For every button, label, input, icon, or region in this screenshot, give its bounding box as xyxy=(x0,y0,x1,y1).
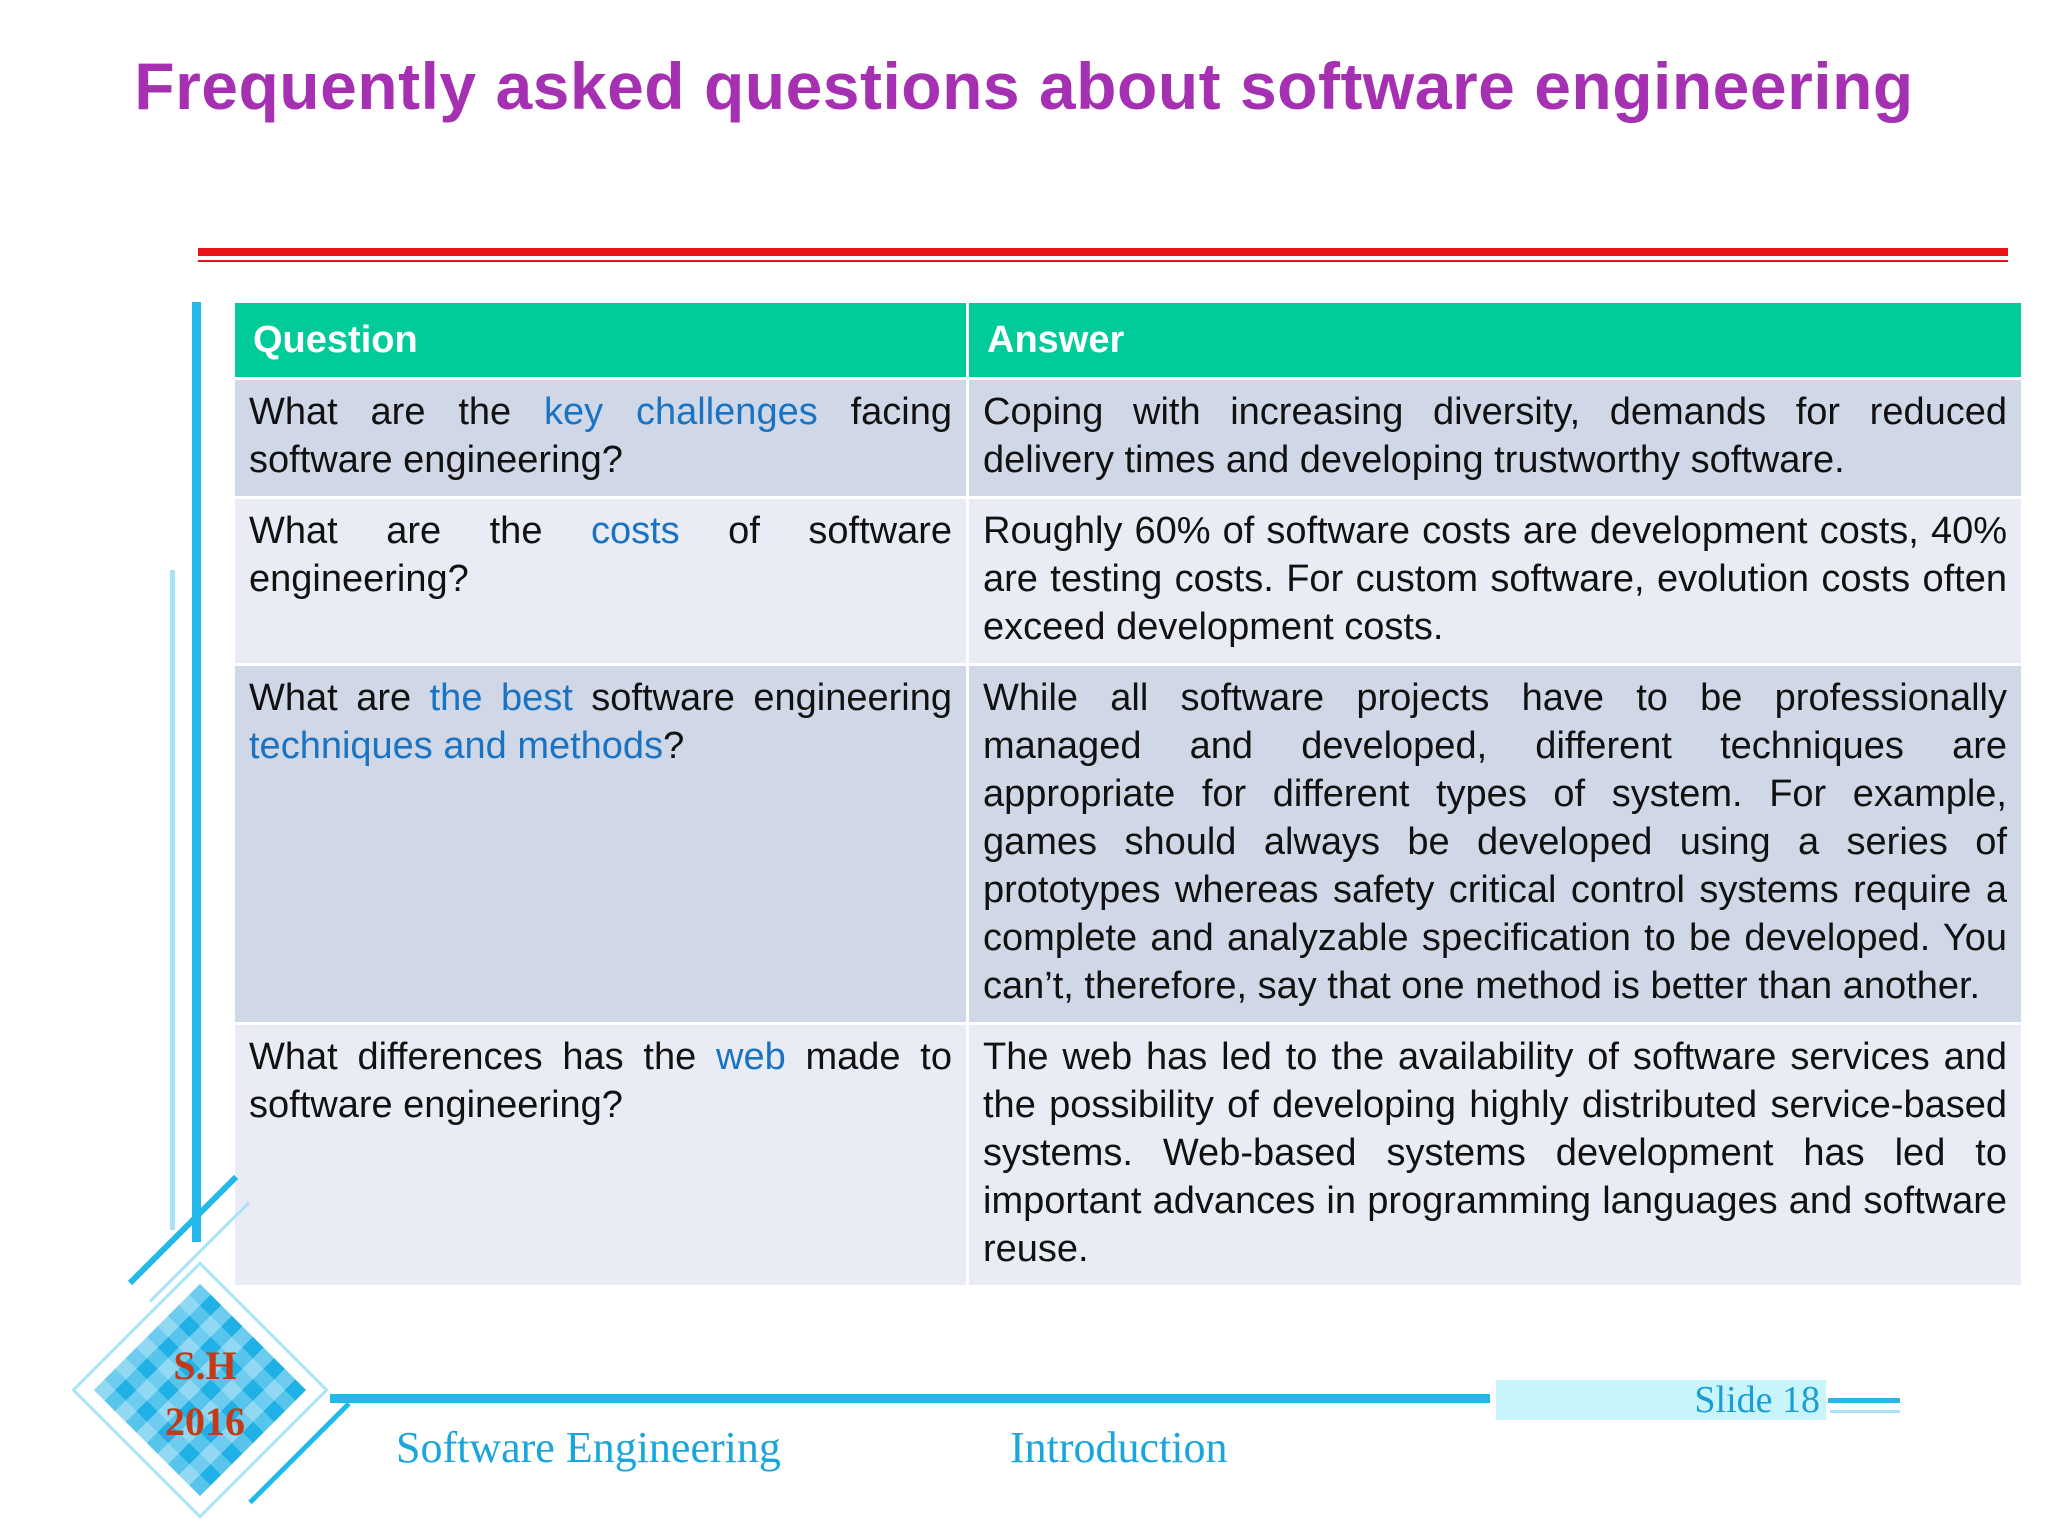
question-cell: What are the best software engineering t… xyxy=(232,663,969,1025)
author-badge: S.H 2016 xyxy=(100,1338,310,1450)
question-keyword: techniques and methods xyxy=(249,725,664,767)
footer-bar-tail xyxy=(1828,1398,1900,1403)
question-keyword: the best xyxy=(429,677,573,719)
answer-cell: Roughly 60% of software costs are develo… xyxy=(966,496,2024,666)
left-accent-line-light xyxy=(170,570,175,1230)
badge-initials: S.H xyxy=(173,1343,237,1388)
footer-bar xyxy=(330,1394,1490,1403)
table-row: What differences has the web made to sof… xyxy=(232,1022,2024,1288)
footer-topic: Introduction xyxy=(1010,1423,1228,1472)
table-row: What are the best software engineering t… xyxy=(232,663,2024,1025)
slide-title: Frequently asked questions about softwar… xyxy=(134,49,1914,123)
question-keyword: key challenges xyxy=(544,391,818,433)
footer-course: Software Engineering xyxy=(396,1423,781,1472)
question-cell: What differences has the web made to sof… xyxy=(232,1022,969,1288)
table-header-row: Question Answer xyxy=(232,300,2024,380)
slide-number-box xyxy=(1496,1380,1826,1420)
slide-number: Slide 18 xyxy=(1694,1379,1820,1421)
table-row: What are the costs of software engineeri… xyxy=(232,496,2024,666)
answer-cell: The web has led to the availability of s… xyxy=(966,1022,2024,1288)
answer-cell: While all software projects have to be p… xyxy=(966,663,2024,1025)
question-keyword: costs xyxy=(590,510,680,552)
question-cell: What are the costs of software engineeri… xyxy=(232,496,969,666)
answer-cell: Coping with increasing diversity, demand… xyxy=(966,377,2024,499)
question-cell: What are the key challenges facing softw… xyxy=(232,377,969,499)
title-rule xyxy=(198,248,2008,256)
question-keyword: web xyxy=(716,1036,786,1078)
footer-bar-tail-light xyxy=(1830,1410,1900,1413)
table-row: What are the key challenges facing softw… xyxy=(232,377,2024,499)
faq-table: Question Answer What are the key challen… xyxy=(232,300,2024,1288)
header-answer: Answer xyxy=(966,300,2024,380)
left-accent-line xyxy=(192,302,201,1242)
title-rule-thin xyxy=(198,260,2008,262)
header-question: Question xyxy=(232,300,969,380)
badge-year: 2016 xyxy=(165,1399,245,1444)
